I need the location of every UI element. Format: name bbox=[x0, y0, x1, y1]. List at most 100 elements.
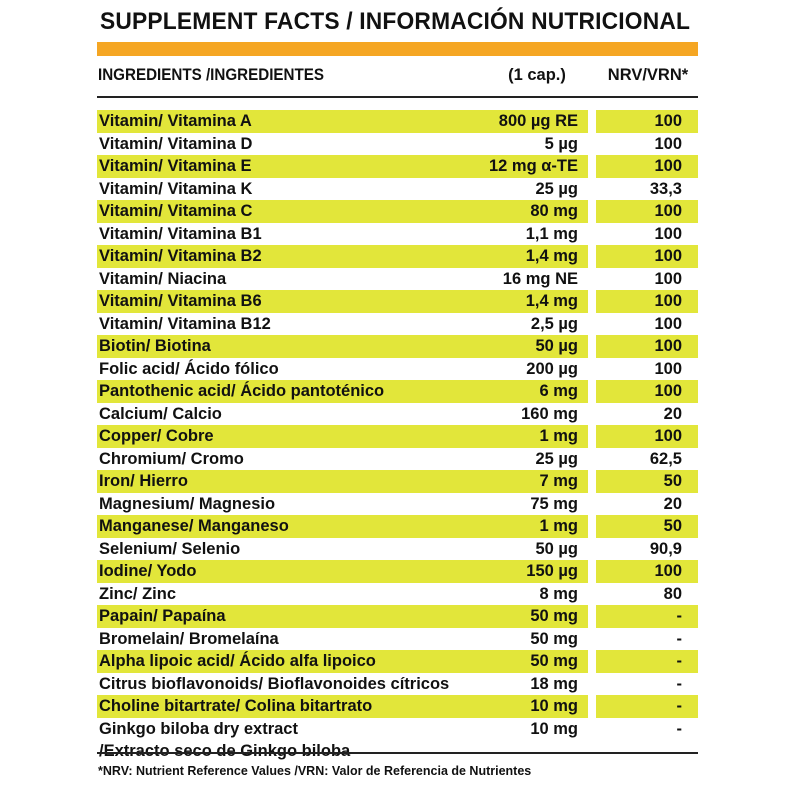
ingredient-name: Copper/ Cobre bbox=[99, 427, 214, 445]
table-row: Magnesium/ Magnesio 75 mg 20 bbox=[97, 493, 698, 516]
ingredient-name: Vitamin/ Vitamina B2 bbox=[99, 247, 262, 265]
table-row: Vitamin/ Vitamina B1 1,1 mg 100 bbox=[97, 223, 698, 246]
ingredient-dose: 800 µg RE bbox=[498, 112, 578, 130]
ingredient-nrv: 62,5 bbox=[649, 449, 682, 468]
header-dose: (1 cap.) bbox=[508, 66, 566, 84]
ingredient-name: Iron/ Hierro bbox=[99, 472, 188, 490]
ingredient-dose: 1 mg bbox=[539, 517, 578, 535]
table-row: Vitamin/ Vitamina E 12 mg α-TE 100 bbox=[97, 155, 698, 178]
table-row: Ginkgo biloba dry extract/Extracto seco … bbox=[97, 718, 698, 763]
column-gap bbox=[588, 425, 596, 448]
ingredient-nrv: 100 bbox=[654, 427, 682, 445]
ingredient-nrv: - bbox=[676, 652, 683, 670]
ingredient-nrv: 20 bbox=[663, 404, 682, 423]
ingredient-name: Zinc/ Zinc bbox=[99, 584, 177, 603]
header-divider bbox=[97, 96, 698, 98]
column-gap bbox=[588, 515, 596, 538]
table-row: Vitamin/ Vitamina K 25 µg 33,3 bbox=[97, 178, 698, 201]
ingredient-name: Vitamin/ Niacina bbox=[99, 269, 227, 288]
ingredient-nrv: - bbox=[676, 719, 683, 738]
ingredient-dose: 25 µg bbox=[535, 179, 578, 198]
table-row: Vitamin/ Vitamina D 5 µg 100 bbox=[97, 133, 698, 156]
table-row: Vitamin/ Vitamina B2 1,4 mg 100 bbox=[97, 245, 698, 268]
ingredient-dose: 1,4 mg bbox=[525, 247, 578, 265]
ingredient-nrv: 100 bbox=[654, 134, 682, 153]
table-row: Chromium/ Cromo 25 µg 62,5 bbox=[97, 448, 698, 471]
ingredient-dose: 75 mg bbox=[530, 494, 578, 513]
ingredient-name: Calcium/ Calcio bbox=[99, 404, 222, 423]
table-row: Folic acid/ Ácido fólico 200 µg 100 bbox=[97, 358, 698, 381]
ingredient-dose: 1,4 mg bbox=[525, 292, 578, 310]
ingredient-nrv: 50 bbox=[663, 472, 682, 490]
ingredient-dose: 7 mg bbox=[539, 472, 578, 490]
ingredient-name: Iodine/ Yodo bbox=[99, 562, 197, 580]
ingredient-name: Ginkgo biloba dry extract bbox=[99, 719, 298, 738]
ingredient-dose: 50 mg bbox=[530, 652, 578, 670]
table-row: Papain/ Papaína 50 mg - bbox=[97, 605, 698, 628]
ingredient-nrv: 100 bbox=[654, 157, 682, 175]
ingredient-dose: 25 µg bbox=[535, 449, 578, 468]
ingredient-name: Selenium/ Selenio bbox=[99, 539, 241, 558]
ingredient-nrv: - bbox=[676, 629, 683, 648]
table-row: Iron/ Hierro 7 mg 50 bbox=[97, 470, 698, 493]
table-row: Calcium/ Calcio 160 mg 20 bbox=[97, 403, 698, 426]
ingredient-nrv: 100 bbox=[654, 112, 682, 130]
column-gap bbox=[588, 200, 596, 223]
ingredient-name: Bromelain/ Bromelaína bbox=[99, 629, 279, 648]
ingredient-dose: 10 mg bbox=[530, 697, 578, 715]
table-row: Vitamin/ Vitamina B6 1,4 mg 100 bbox=[97, 290, 698, 313]
table-row: Citrus bioflavonoids/ Bioflavonoides cít… bbox=[97, 673, 698, 696]
ingredient-name: Vitamin/ Vitamina C bbox=[99, 202, 253, 220]
ingredient-nrv: 100 bbox=[654, 292, 682, 310]
ingredient-dose: 50 mg bbox=[530, 607, 578, 625]
ingredient-dose: 1 mg bbox=[539, 427, 578, 445]
ingredient-name: Chromium/ Cromo bbox=[99, 449, 244, 468]
column-gap bbox=[588, 695, 596, 718]
column-gap bbox=[588, 110, 596, 133]
ingredient-dose: 160 mg bbox=[521, 404, 578, 423]
ingredient-name: Alpha lipoic acid/ Ácido alfa lipoico bbox=[99, 652, 376, 670]
table-row: Vitamin/ Vitamina C 80 mg 100 bbox=[97, 200, 698, 223]
ingredient-name: Choline bitartrate/ Colina bitartrato bbox=[99, 697, 373, 715]
ingredient-nrv: 20 bbox=[663, 494, 682, 513]
ingredient-dose: 50 mg bbox=[530, 629, 578, 648]
table-row: Alpha lipoic acid/ Ácido alfa lipoico 50 … bbox=[97, 650, 698, 673]
ingredient-dose: 12 mg α-TE bbox=[489, 157, 578, 175]
ingredient-nrv: 100 bbox=[654, 562, 682, 580]
ingredient-dose: 50 µg bbox=[535, 337, 578, 355]
ingredient-nrv: - bbox=[676, 607, 683, 625]
ingredient-name: Citrus bioflavonoids/ Bioflavonoides cít… bbox=[99, 674, 450, 693]
ingredient-name: Vitamin/ Vitamina A bbox=[99, 112, 252, 130]
ingredient-name: Manganese/ Manganeso bbox=[99, 517, 289, 535]
ingredient-name: Vitamin/ Vitamina B12 bbox=[99, 314, 271, 333]
ingredient-dose: 10 mg bbox=[530, 719, 578, 738]
ingredient-dose: 5 µg bbox=[544, 134, 578, 153]
ingredient-nrv: 100 bbox=[654, 269, 682, 288]
ingredient-name: Papain/ Papaína bbox=[99, 607, 226, 625]
facts-table: Vitamin/ Vitamina A 800 µg RE 100 Vitamin/ … bbox=[97, 110, 698, 763]
footnote: *NRV: Nutrient Reference Values /VRN: Va… bbox=[98, 764, 532, 778]
table-row: Selenium/ Selenio 50 µg 90,9 bbox=[97, 538, 698, 561]
column-gap bbox=[588, 335, 596, 358]
ingredient-nrv: 90,9 bbox=[649, 539, 682, 558]
ingredient-name: Magnesium/ Magnesio bbox=[99, 494, 276, 513]
table-row: Choline bitartrate/ Colina bitartrato 10 … bbox=[97, 695, 698, 718]
ingredient-nrv: 100 bbox=[654, 337, 682, 355]
table-row: Pantothenic acid/ Ácido pantoténico 6 mg 1… bbox=[97, 380, 698, 403]
ingredient-name: Biotin/ Biotina bbox=[99, 337, 211, 355]
table-row: Vitamin/ Vitamina A 800 µg RE 100 bbox=[97, 110, 698, 133]
ingredient-name-continued: /Extracto seco de Ginkgo biloba bbox=[99, 742, 351, 760]
ingredient-nrv: 100 bbox=[654, 247, 682, 265]
ingredient-dose: 6 mg bbox=[539, 382, 578, 400]
ingredient-dose: 18 mg bbox=[530, 674, 578, 693]
table-row: Vitamin/ Niacina 16 mg NE 100 bbox=[97, 268, 698, 291]
ingredient-dose: 2,5 µg bbox=[530, 314, 578, 333]
ingredient-nrv: - bbox=[676, 697, 683, 715]
column-gap bbox=[588, 470, 596, 493]
column-gap bbox=[588, 560, 596, 583]
table-bottom-divider bbox=[97, 752, 698, 754]
ingredient-name: Vitamin/ Vitamina D bbox=[99, 134, 253, 153]
ingredient-dose: 8 mg bbox=[539, 584, 578, 603]
ingredient-nrv: 50 bbox=[663, 517, 682, 535]
ingredient-dose: 16 mg NE bbox=[502, 269, 578, 288]
